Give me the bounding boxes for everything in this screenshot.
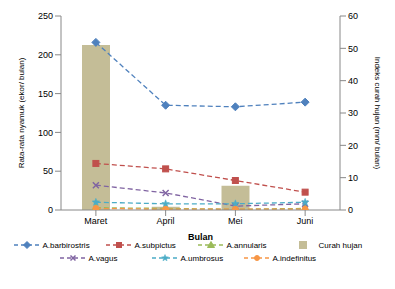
svg-text:Juni: Juni <box>297 216 314 226</box>
svg-text:50: 50 <box>43 166 53 176</box>
svg-text:40: 40 <box>348 76 358 86</box>
html-text:A.indefinitus: A.indefinitus <box>272 253 317 263</box>
svg-text:April: April <box>157 216 175 226</box>
svg-text:10: 10 <box>348 173 358 183</box>
html-text:A.barbirostris: A.barbirostris <box>42 240 90 250</box>
html-text:A.subpictus: A.subpictus <box>134 240 176 250</box>
svg-text:Maret: Maret <box>84 216 108 226</box>
svg-text:200: 200 <box>38 50 53 60</box>
html-text:A.vagus: A.vagus <box>88 253 118 263</box>
svg-text:100: 100 <box>38 128 53 138</box>
svg-text:250: 250 <box>38 11 53 21</box>
svg-text:Indeks curah hujan (mm/ bulan): Indeks curah hujan (mm/ bulan) <box>373 57 382 170</box>
svg-text:0: 0 <box>48 205 53 215</box>
svg-text:50: 50 <box>348 44 358 54</box>
svg-text:0: 0 <box>348 205 353 215</box>
svg-text:150: 150 <box>38 89 53 99</box>
svg-text:Rata-rata nyamuk (ekor/ bulan): Rata-rata nyamuk (ekor/ bulan) <box>17 57 26 168</box>
html-text:A.umbrosus: A.umbrosus <box>180 253 224 263</box>
svg-text:60: 60 <box>348 11 358 21</box>
svg-text:Bulan: Bulan <box>188 232 213 240</box>
svg-text:30: 30 <box>348 108 358 118</box>
svg-text:20: 20 <box>348 141 358 151</box>
html-text:Curah hujan: Curah hujan <box>318 240 363 250</box>
svg-text:Mei: Mei <box>228 216 243 226</box>
html-text:A.annularis: A.annularis <box>226 240 267 250</box>
